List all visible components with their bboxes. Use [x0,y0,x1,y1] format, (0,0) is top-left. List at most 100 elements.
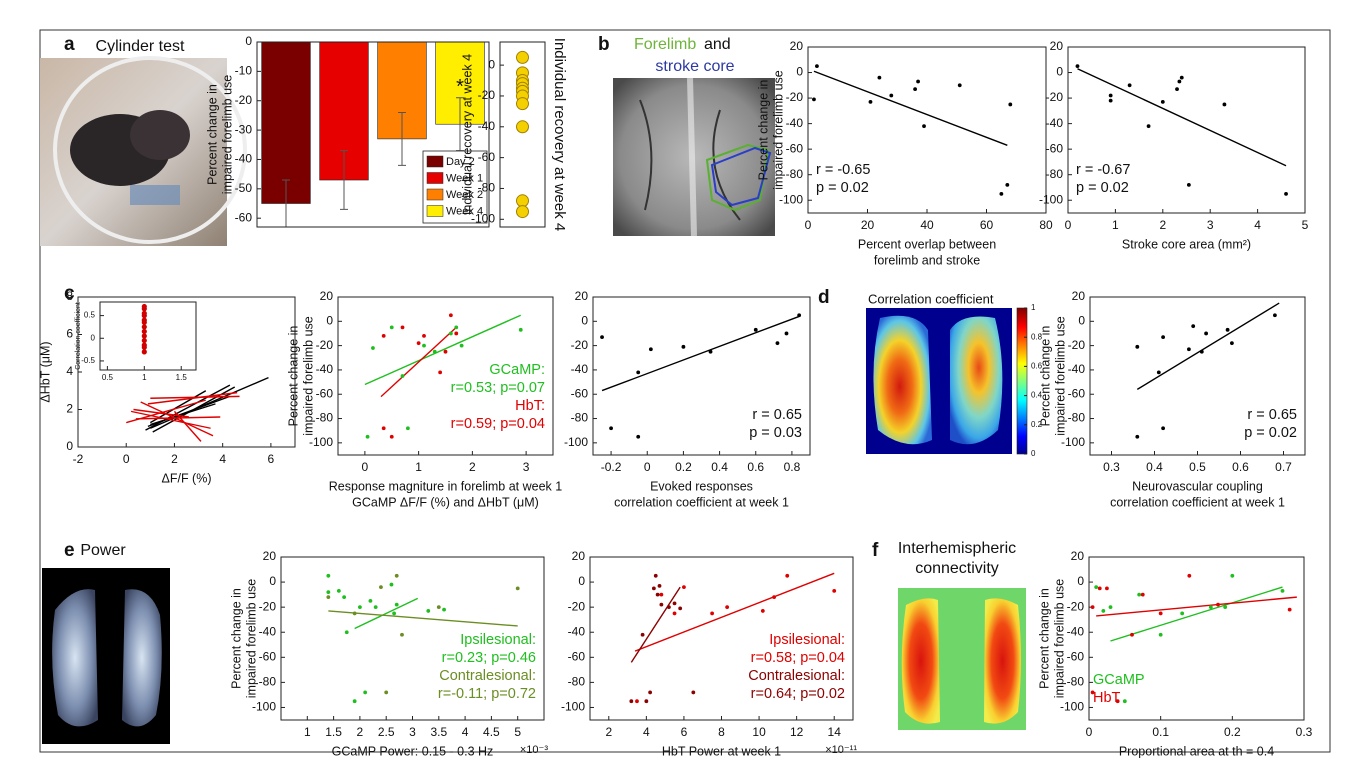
axes-frame [256,41,490,228]
cylinder-photo [40,56,247,246]
plot-background [593,297,810,455]
panel-label: c [64,283,75,304]
data-point [1137,592,1142,597]
data-point [442,607,446,612]
data-point [1191,324,1196,329]
x-axis-label: ΔF/F (%) [161,471,211,485]
x-tick-label: 60 [980,218,994,232]
data-point [648,347,653,352]
y-axis-label: impaired forelimb use [1053,316,1067,436]
data-point [1186,183,1191,187]
x-tick-label: 3 [1207,218,1214,232]
y-tick-label: 20 [263,549,277,563]
data-point [916,79,920,84]
x-tick-label: 2 [357,725,364,739]
data-point [1097,586,1102,591]
legend-swatch [426,188,444,201]
x-tick-label: 3.5 [430,725,447,739]
data-point [957,83,962,88]
y-tick-label: -50 [235,181,253,195]
annotation: r = 0.65 [1247,407,1297,423]
x-axis-label: correlation coefficient at week 1 [1110,495,1285,509]
annotation: r = -0.65 [816,162,870,178]
x-tick-label: 80 [1039,218,1053,232]
data-point [141,333,147,339]
fit-line [354,597,419,630]
x-multiplier: ×10⁻³ [520,744,548,756]
data-point [373,605,378,610]
data-point [653,573,658,578]
axes-frame [807,46,1047,214]
annotation: p = 0.02 [1244,425,1297,441]
x-tick-label: 0.8 [784,460,801,474]
data-point [629,699,634,704]
plot-background [1089,557,1304,720]
y-tick-label: -20 [1046,90,1064,104]
x-tick-label: 4.5 [483,725,500,739]
x-tick-label: 0.1 [1152,725,1169,739]
data-point [1230,573,1235,578]
data-point [1158,611,1163,616]
data-point [1204,331,1208,336]
data-point [389,582,394,587]
axes-frame [499,41,546,228]
y-tick-label: 20 [575,289,589,303]
data-point [141,324,147,330]
data-point [1179,75,1184,80]
x-tick-label: 2.5 [378,725,395,739]
y-tick-label: 8 [66,289,73,303]
y-tick-label: -20 [571,338,589,352]
x-tick-label: 0.2 [675,460,692,474]
data-point [1161,335,1165,340]
bar [261,41,311,204]
x-tick-label: 0 [123,452,130,466]
x-tick-label: -0.2 [601,460,622,474]
data-point [1175,87,1179,92]
data-point [772,595,776,600]
y-tick-label: -80 [568,675,586,689]
data-point [681,344,686,349]
y-tick-label: -80 [1067,675,1085,689]
y-axis-label: impaired forelimb use [301,316,315,436]
data-point [725,605,730,610]
x-axis-label: Evoked responses [650,479,753,493]
data-point [363,690,368,695]
y-tick-label: -10 [235,64,253,78]
y-tick-label: 0 [796,65,803,79]
image-title: and [704,36,731,53]
y-axis-label: impaired forelimb use [220,75,234,195]
data-point [636,434,641,439]
data-point [708,349,713,354]
data-point [655,592,660,597]
data-point [141,328,147,335]
annotation: r = -0.67 [1076,162,1130,178]
data-point [141,306,147,312]
y-tick-label: 0 [1078,313,1085,327]
data-point [648,690,653,695]
y-tick-label: 20 [1072,289,1086,303]
plot-background [1090,297,1305,455]
x-tick-label: 0 [362,460,369,474]
data-point [422,333,426,338]
fit-line [813,70,1008,146]
y-tick-label: 20 [1071,549,1085,563]
x-axis-label: correlation coefficient at week 1 [614,495,789,509]
y-tick-label: -40 [786,116,804,130]
data-point [358,605,362,610]
y-tick-label: -40 [1067,624,1085,638]
x-tick-label: 6 [681,725,688,739]
data-point [691,690,696,695]
fit-line [380,326,457,398]
data-point [1090,605,1095,610]
y-tick-label: -100 [1060,700,1084,714]
response-segment [150,403,216,426]
panel-label: f [872,540,879,561]
x-tick-label: 4 [1254,218,1261,232]
annotation: Contralesional: [748,668,845,684]
y-tick-label: -60 [1068,386,1086,400]
data-point [405,426,410,431]
y-tick-label: 20 [1050,39,1064,53]
x-tick-label: 0 [644,460,651,474]
recovery-dot [516,97,529,111]
data-point [775,341,780,346]
